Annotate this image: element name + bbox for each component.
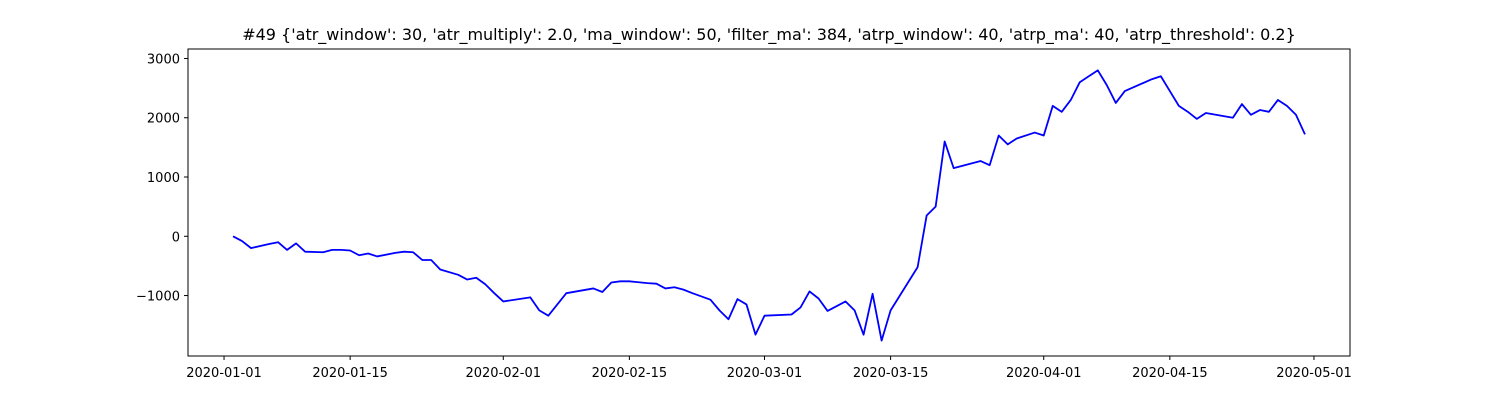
x-tick-label: 2020-01-01 xyxy=(186,366,262,381)
y-tick-label: −1000 xyxy=(136,290,180,305)
line-series xyxy=(232,69,1306,342)
y-tick-label: 0 xyxy=(172,230,180,245)
chart-title: #49 {'atr_window': 30, 'atr_multiply': 2… xyxy=(242,25,1296,45)
x-tick-label: 2020-03-01 xyxy=(727,366,803,381)
x-tick-label: 2020-01-15 xyxy=(312,366,388,381)
y-tick-label: 1000 xyxy=(147,171,180,186)
plot-frame xyxy=(187,48,1351,357)
x-tick-label: 2020-03-15 xyxy=(853,366,929,381)
x-tick-label: 2020-02-15 xyxy=(592,366,668,381)
x-tick-label: 2020-04-15 xyxy=(1132,366,1208,381)
x-tick-label: 2020-04-01 xyxy=(1006,366,1082,381)
x-tick-label: 2020-02-01 xyxy=(465,366,541,381)
y-tick-label: 3000 xyxy=(147,52,180,67)
y-tick-label: 2000 xyxy=(147,112,180,127)
x-tick-label: 2020-05-01 xyxy=(1276,366,1352,381)
